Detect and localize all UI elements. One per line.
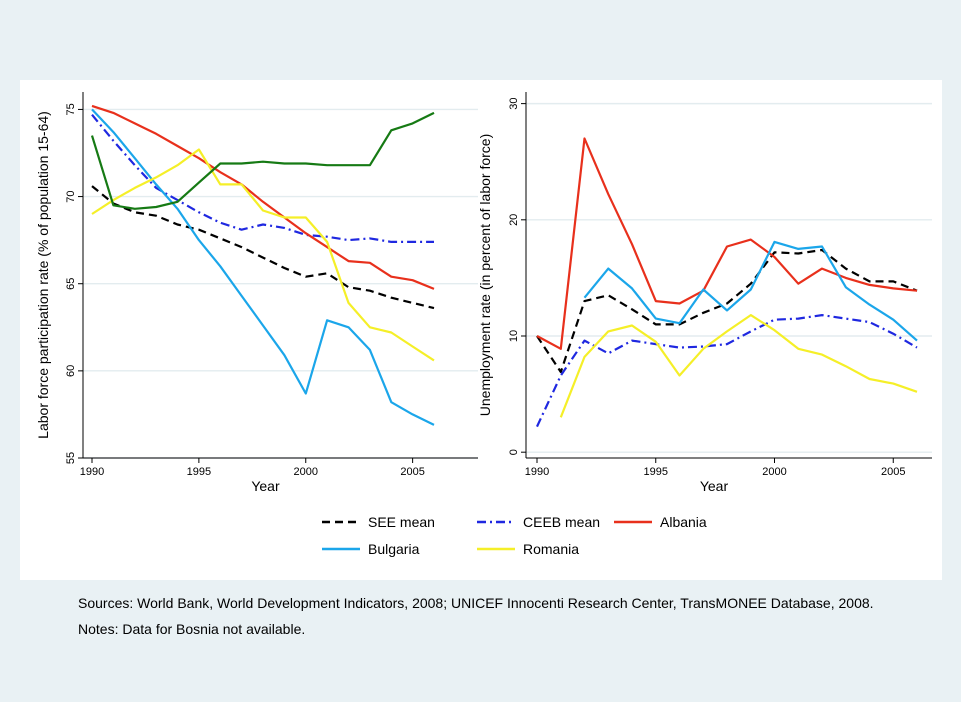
y-axis-title: Unemployment rate (in percent of labor f… (477, 134, 493, 416)
x-tick-label: 2005 (400, 466, 424, 478)
series-line-albania (91, 104, 435, 290)
plot-area (526, 92, 932, 458)
y-tick-label: 60 (65, 365, 77, 377)
x-tick-label: 2000 (294, 466, 318, 478)
series-line-albania (536, 137, 918, 350)
x-axis-title: Year (251, 478, 280, 494)
x-tick-label: 1995 (187, 466, 211, 478)
y-tick-label: 65 (65, 278, 77, 290)
x-tick-label: 2000 (762, 466, 786, 478)
legend-label-albania: Albania (660, 514, 707, 530)
x-tick-label: 1990 (80, 466, 104, 478)
legend-label-see: SEE mean (368, 514, 435, 530)
x-tick-label: 1990 (525, 466, 549, 478)
y-tick-label: 75 (65, 103, 77, 115)
series-line-romania (91, 148, 435, 362)
legend-label-romania: Romania (523, 541, 579, 557)
x-tick-label: 2005 (881, 466, 905, 478)
x-tick-label: 1995 (644, 466, 668, 478)
y-tick-label: 0 (508, 449, 520, 455)
y-tick-label: 55 (65, 452, 77, 464)
y-axis-title: Labor force participation rate (% of pop… (35, 111, 51, 439)
y-tick-label: 20 (508, 214, 520, 226)
sources-note: Sources: World Bank, World Development I… (78, 595, 874, 611)
series-line-romania (559, 314, 918, 418)
legend-label-bulgaria: Bulgaria (368, 541, 420, 557)
legend: SEE mean CEEB mean Albania Bulgaria Romania (313, 502, 707, 566)
y-tick-label: 10 (508, 330, 520, 342)
series-line-see (91, 185, 435, 310)
legend-label-ceeb: CEEB mean (523, 514, 600, 530)
series-line-green (90, 111, 435, 210)
x-axis-title: Year (700, 478, 729, 494)
legend-box (313, 502, 677, 566)
plot-area (83, 92, 478, 458)
y-tick-label: 30 (508, 97, 520, 109)
right-chart: 0 10 20 30 1990 1995 2000 2005 Year Unemployment … (477, 92, 932, 494)
series-line-see (536, 248, 918, 374)
left-chart: 55 60 65 70 75 1990 1995 2000 2005 Year Labor forc… (35, 92, 478, 494)
series-line-ceeb (91, 114, 434, 243)
series-line-bulgaria (91, 108, 435, 426)
y-tick-label: 70 (65, 190, 77, 202)
series-line-bulgaria (583, 240, 918, 342)
notes-note: Notes: Data for Bosnia not available. (78, 621, 306, 637)
series-line-ceeb (536, 314, 918, 428)
